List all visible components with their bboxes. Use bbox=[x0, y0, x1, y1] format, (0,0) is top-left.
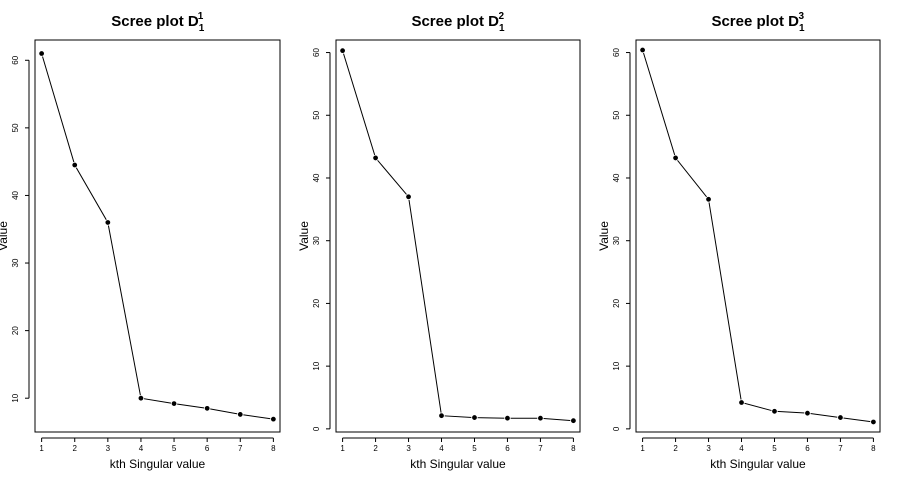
data-point bbox=[405, 193, 412, 200]
y-tick-label: 40 bbox=[612, 173, 621, 182]
x-tick-label: 5 bbox=[772, 444, 777, 453]
x-tick-label: 1 bbox=[39, 444, 44, 453]
data-point bbox=[237, 411, 244, 418]
data-point bbox=[570, 417, 577, 424]
data-point bbox=[270, 415, 277, 423]
x-tick-label: 2 bbox=[373, 444, 378, 453]
y-tick-label: 60 bbox=[312, 48, 321, 57]
x-tick-label: 3 bbox=[406, 444, 411, 453]
x-tick-label: 4 bbox=[739, 444, 744, 453]
data-point bbox=[71, 161, 78, 169]
plot-frame bbox=[335, 39, 581, 433]
chart-title-subscript: 1 bbox=[499, 23, 505, 34]
y-tick-label: 0 bbox=[312, 426, 321, 431]
y-axis-label: Value bbox=[0, 221, 10, 251]
y-tick-label: 40 bbox=[312, 173, 321, 182]
x-tick-label: 6 bbox=[505, 444, 510, 453]
y-tick-label: 30 bbox=[312, 236, 321, 245]
data-point bbox=[804, 409, 811, 417]
chart-title-subscript: 1 bbox=[799, 23, 805, 34]
data-point bbox=[137, 395, 145, 402]
data-point bbox=[504, 415, 511, 422]
chart-title-superscript: 3 bbox=[799, 11, 805, 22]
x-axis-label: kth Singular value bbox=[410, 457, 506, 471]
x-tick-label: 7 bbox=[238, 444, 243, 453]
y-tick-label: 10 bbox=[612, 361, 621, 370]
chart-title-superscript: 2 bbox=[499, 11, 505, 22]
x-tick-label: 2 bbox=[673, 444, 678, 453]
data-point bbox=[438, 412, 445, 419]
x-tick-label: 1 bbox=[340, 444, 345, 453]
y-tick-label: 60 bbox=[11, 55, 20, 64]
y-tick-label: 50 bbox=[11, 123, 20, 132]
x-tick-label: 8 bbox=[271, 444, 276, 453]
chart-title-text: Scree plot D bbox=[711, 13, 799, 30]
y-tick-label: 20 bbox=[312, 298, 321, 307]
y-axis-label: Value bbox=[297, 221, 311, 251]
y-tick-label: 0 bbox=[612, 426, 621, 431]
x-tick-label: 3 bbox=[706, 444, 711, 453]
series-line bbox=[342, 50, 574, 422]
chart-title-text: Scree plot D bbox=[111, 13, 199, 30]
data-point bbox=[471, 414, 478, 421]
x-tick-label: 5 bbox=[172, 444, 177, 453]
data-point bbox=[38, 50, 45, 57]
y-tick-label: 20 bbox=[612, 298, 621, 307]
y-axis-label: Value bbox=[597, 221, 611, 251]
y-tick-label: 50 bbox=[612, 110, 621, 119]
x-tick-label: 3 bbox=[106, 444, 111, 453]
y-tick-label: 10 bbox=[11, 393, 20, 402]
data-point bbox=[639, 46, 646, 54]
plot-frame bbox=[34, 39, 281, 433]
x-axis-label: kth Singular value bbox=[710, 457, 806, 471]
x-tick-label: 1 bbox=[640, 444, 645, 453]
x-tick-label: 6 bbox=[205, 444, 210, 453]
y-tick-label: 50 bbox=[312, 110, 321, 119]
x-tick-label: 8 bbox=[571, 444, 576, 453]
y-tick-label: 40 bbox=[11, 190, 20, 199]
data-point bbox=[537, 415, 544, 422]
data-point bbox=[170, 400, 178, 407]
series-line bbox=[41, 53, 274, 420]
data-point bbox=[837, 414, 844, 421]
chart-title: Scree plot D11 bbox=[111, 11, 205, 34]
data-point bbox=[738, 399, 745, 406]
x-tick-label: 6 bbox=[805, 444, 810, 453]
plot-frame bbox=[635, 39, 881, 433]
x-tick-label: 8 bbox=[871, 444, 876, 453]
x-tick-label: 4 bbox=[139, 444, 144, 453]
x-tick-label: 7 bbox=[838, 444, 843, 453]
chart-title: Scree plot D13 bbox=[711, 11, 805, 34]
data-point bbox=[705, 196, 712, 203]
data-point bbox=[870, 418, 877, 426]
data-point bbox=[672, 154, 679, 162]
data-point bbox=[339, 47, 346, 54]
chart-title: Scree plot D12 bbox=[411, 11, 505, 34]
data-point bbox=[104, 219, 112, 226]
x-tick-label: 5 bbox=[472, 444, 477, 453]
x-tick-label: 7 bbox=[538, 444, 543, 453]
x-tick-label: 4 bbox=[439, 444, 444, 453]
y-tick-label: 30 bbox=[11, 258, 20, 267]
y-tick-label: 20 bbox=[11, 326, 20, 335]
x-tick-label: 2 bbox=[73, 444, 78, 453]
y-tick-label: 60 bbox=[612, 48, 621, 57]
data-point bbox=[771, 408, 778, 415]
y-tick-label: 30 bbox=[612, 236, 621, 245]
chart-title-subscript: 1 bbox=[199, 23, 205, 34]
series-line bbox=[642, 49, 874, 423]
y-tick-label: 10 bbox=[312, 361, 321, 370]
chart-title-superscript: 1 bbox=[198, 11, 204, 22]
data-point bbox=[372, 154, 379, 162]
chart-title-text: Scree plot D bbox=[411, 13, 499, 30]
data-point bbox=[203, 405, 211, 412]
x-axis-label: kth Singular value bbox=[110, 457, 206, 471]
